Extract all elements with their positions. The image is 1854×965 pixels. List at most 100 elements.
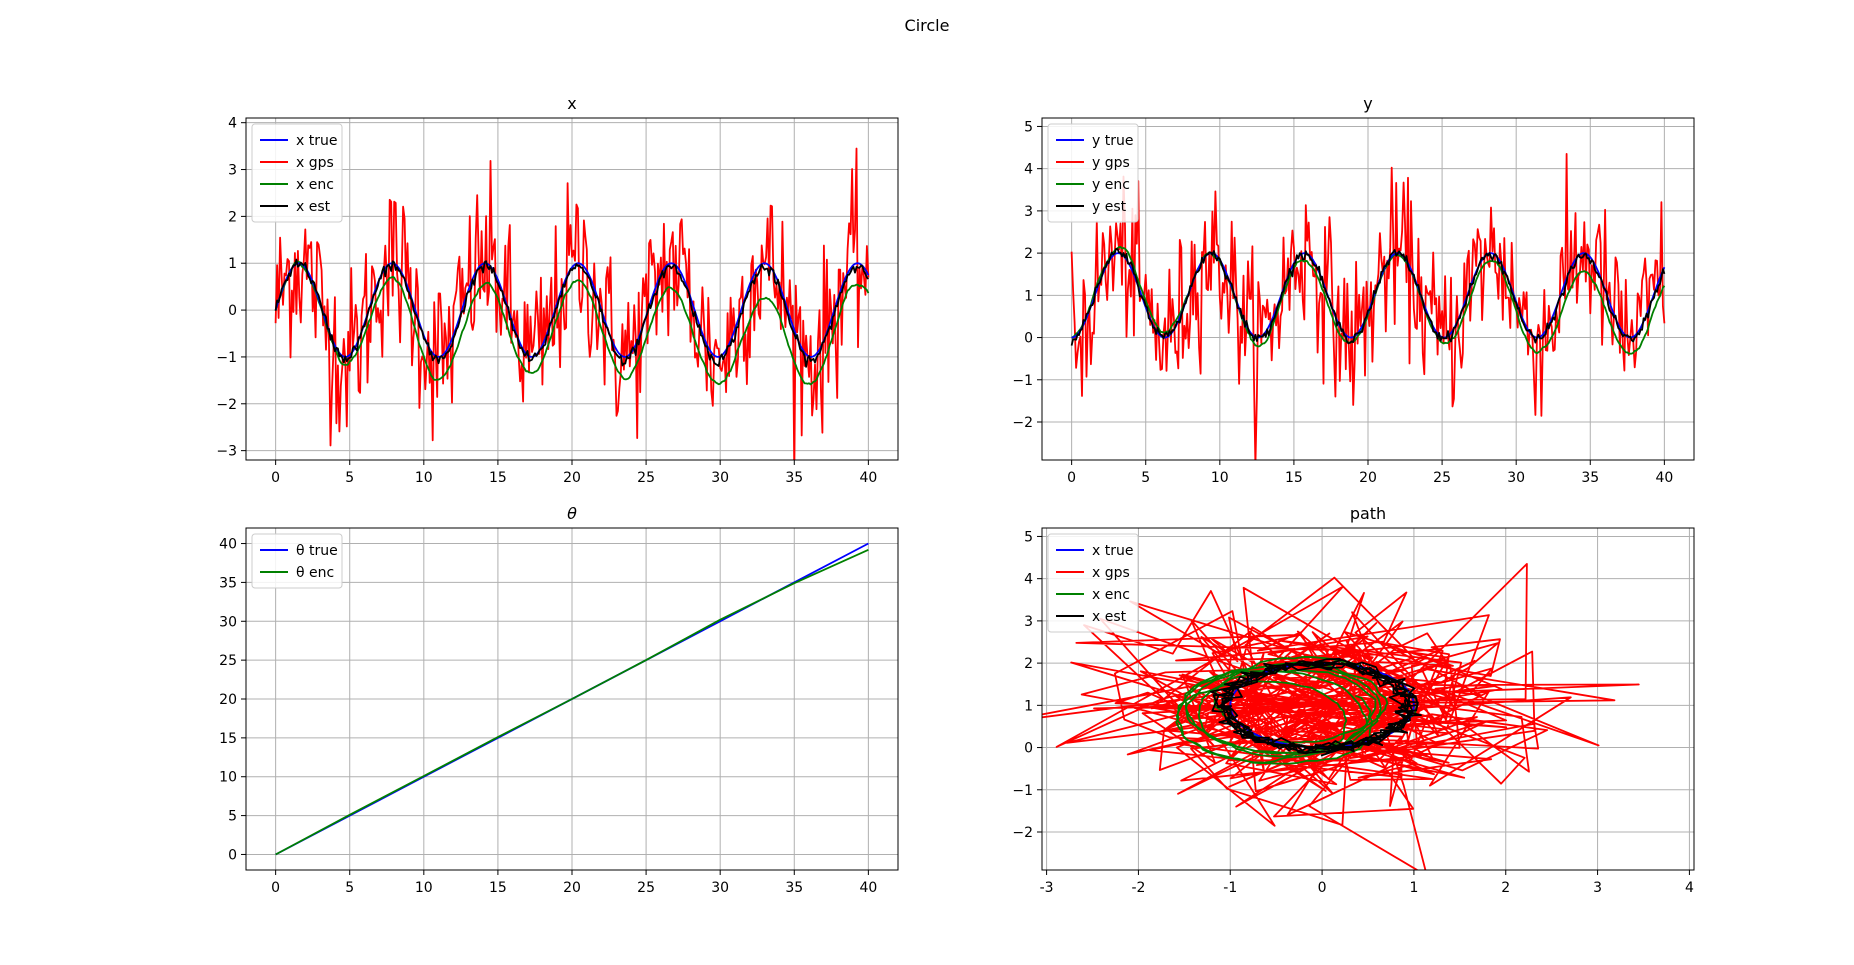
y-tick-label: 3 bbox=[228, 163, 237, 179]
y-tick-label: 1 bbox=[1024, 288, 1033, 304]
subplot-title: θ bbox=[567, 504, 577, 523]
y-tick-label: 15 bbox=[219, 731, 237, 747]
legend-box bbox=[251, 533, 343, 589]
axes-frame bbox=[1041, 117, 1695, 461]
x-tick-label: 10 bbox=[415, 880, 433, 896]
legend-box bbox=[1047, 533, 1139, 633]
legend-label: x est bbox=[1092, 609, 1127, 625]
x-tick-label: -1 bbox=[1223, 880, 1237, 896]
subplot-x: 0 5 10 15 20 25 30 35 40 −3 −2 −1 0 1 2 3 4 x x true x gps x… bbox=[216, 94, 899, 486]
series-line-gps bbox=[274, 147, 870, 460]
y-tick-label: −1 bbox=[1012, 373, 1033, 389]
x-tick-label: 40 bbox=[1655, 470, 1673, 486]
x-tick-label: 20 bbox=[563, 880, 581, 896]
x-tick-label: 0 bbox=[1318, 880, 1327, 896]
x-tick-label: 25 bbox=[1433, 470, 1451, 486]
series-line-est bbox=[1070, 248, 1666, 346]
axes-frame bbox=[245, 527, 899, 871]
legend-label: x est bbox=[296, 199, 331, 215]
y-tick-label: 0 bbox=[228, 847, 237, 863]
x-tick-label: 10 bbox=[1211, 470, 1229, 486]
x-tick-label: 0 bbox=[271, 470, 280, 486]
x-tick-label: 1 bbox=[1409, 880, 1418, 896]
y-tick-label: 5 bbox=[1024, 119, 1033, 135]
x-tick-label: -3 bbox=[1040, 880, 1054, 896]
x-tick-label: 30 bbox=[711, 880, 729, 896]
legend-label: θ enc bbox=[296, 565, 334, 581]
x-tick-label: 0 bbox=[271, 880, 280, 896]
subplot-path: -3 -2 -1 0 1 2 3 4 −2 −1 0 1 2 3 4 5 path x true x gps x en… bbox=[1012, 504, 1695, 896]
legend-label: θ true bbox=[296, 543, 338, 559]
x-tick-label: 5 bbox=[1141, 470, 1150, 486]
x-tick-label: 35 bbox=[785, 470, 803, 486]
y-tick-label: 20 bbox=[219, 692, 237, 708]
y-tick-label: 25 bbox=[219, 653, 237, 669]
y-tick-label: 0 bbox=[228, 303, 237, 319]
subplot-y: 0 5 10 15 20 25 30 35 40 −2 −1 0 1 2 3 4 5 y y true y gps y … bbox=[1012, 94, 1695, 486]
y-tick-label: 3 bbox=[1024, 614, 1033, 630]
subplot-title: y bbox=[1363, 94, 1372, 113]
y-tick-label: 40 bbox=[219, 537, 237, 553]
axes-frame bbox=[1041, 527, 1695, 871]
y-tick-label: 3 bbox=[1024, 204, 1033, 220]
legend-label: x true bbox=[1092, 543, 1133, 559]
legend-label: y est bbox=[1092, 199, 1127, 215]
legend-label: x true bbox=[296, 133, 337, 149]
legend-label: x gps bbox=[1092, 565, 1130, 581]
y-tick-label: 4 bbox=[1024, 572, 1033, 588]
y-tick-label: 1 bbox=[1024, 698, 1033, 714]
y-tick-label: 30 bbox=[219, 614, 237, 630]
y-tick-label: 0 bbox=[1024, 741, 1033, 757]
y-tick-label: −2 bbox=[1012, 825, 1033, 841]
x-tick-label: 10 bbox=[415, 470, 433, 486]
series-line-est bbox=[274, 258, 870, 368]
y-tick-label: 5 bbox=[228, 809, 237, 825]
x-tick-label: 40 bbox=[859, 470, 877, 486]
x-tick-label: 15 bbox=[1285, 470, 1303, 486]
legend-box bbox=[1047, 123, 1139, 223]
y-tick-label: 2 bbox=[228, 209, 237, 225]
y-tick-label: 35 bbox=[219, 575, 237, 591]
y-tick-label: 2 bbox=[1024, 656, 1033, 672]
y-tick-label: 5 bbox=[1024, 529, 1033, 545]
subplot-title: x bbox=[567, 94, 576, 113]
x-tick-label: 40 bbox=[859, 880, 877, 896]
figure-suptitle: Circle bbox=[905, 16, 950, 35]
legend-label: x gps bbox=[296, 155, 334, 171]
x-tick-label: 20 bbox=[1359, 470, 1377, 486]
y-tick-label: −2 bbox=[216, 397, 237, 413]
x-tick-label: 5 bbox=[345, 880, 354, 896]
legend-label: y enc bbox=[1092, 177, 1130, 193]
y-tick-label: −2 bbox=[1012, 415, 1033, 431]
series-line-est bbox=[1209, 658, 1422, 757]
axes-frame bbox=[245, 117, 899, 461]
y-tick-label: −1 bbox=[216, 350, 237, 366]
legend-label: y true bbox=[1092, 133, 1133, 149]
legend-label: x enc bbox=[296, 177, 334, 193]
legend-label: y gps bbox=[1092, 155, 1130, 171]
legend-box bbox=[251, 123, 343, 223]
y-tick-label: 0 bbox=[1024, 331, 1033, 347]
x-tick-label: 0 bbox=[1067, 470, 1076, 486]
subplot-theta: 0 5 10 15 20 25 30 35 40 0 5 10 15 20 25 30 35 40 θ θ true θ… bbox=[219, 504, 899, 896]
x-tick-label: 30 bbox=[1507, 470, 1525, 486]
y-tick-label: −3 bbox=[216, 444, 237, 460]
y-tick-label: −1 bbox=[1012, 783, 1033, 799]
series-line-enc bbox=[1175, 656, 1419, 765]
x-tick-label: 3 bbox=[1593, 880, 1602, 896]
y-tick-label: 4 bbox=[228, 116, 237, 132]
x-tick-label: 25 bbox=[637, 880, 655, 896]
series-line-enc bbox=[274, 260, 870, 386]
legend-label: x enc bbox=[1092, 587, 1130, 603]
x-tick-label: 2 bbox=[1501, 880, 1510, 896]
x-tick-label: 5 bbox=[345, 470, 354, 486]
x-tick-label: 35 bbox=[785, 880, 803, 896]
series-line-true bbox=[274, 262, 870, 358]
subplot-title: path bbox=[1350, 504, 1386, 523]
x-tick-label: 35 bbox=[1581, 470, 1599, 486]
y-tick-label: 1 bbox=[228, 256, 237, 272]
x-tick-label: 30 bbox=[711, 470, 729, 486]
y-tick-label: 2 bbox=[1024, 246, 1033, 262]
y-tick-label: 4 bbox=[1024, 162, 1033, 178]
